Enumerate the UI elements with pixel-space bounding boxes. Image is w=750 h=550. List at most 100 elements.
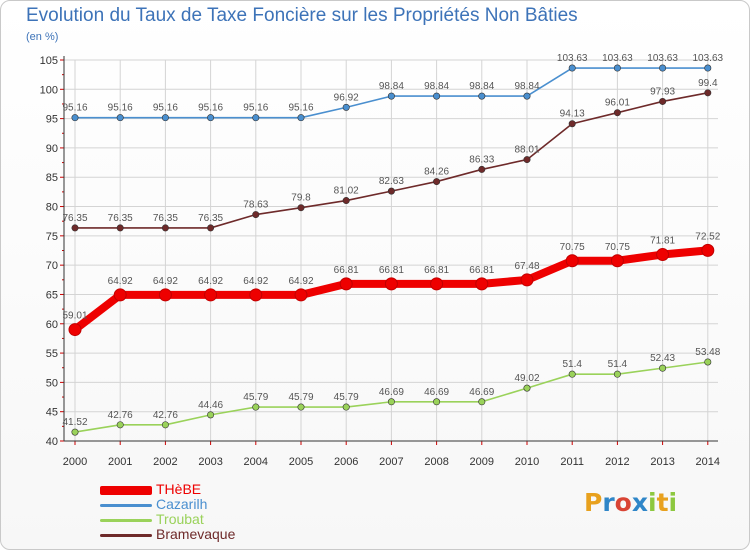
point-cazarilh	[523, 92, 531, 100]
data-label-th-be: 66.81	[424, 265, 449, 276]
data-label-cazarilh: 98.84	[514, 81, 539, 92]
data-label-bramevaque: 76.35	[108, 213, 133, 224]
point-bramevaque	[161, 224, 169, 232]
x-tick-label: 2009	[470, 456, 494, 468]
point-troubat	[433, 398, 441, 406]
x-tick-label: 2012	[605, 456, 629, 468]
point-troubat	[297, 403, 305, 411]
data-label-th-be: 64.92	[153, 276, 178, 287]
point-troubat	[116, 421, 124, 429]
logo-letter: P	[584, 488, 603, 517]
point-cazarilh	[297, 114, 305, 122]
point-cazarilh	[161, 114, 169, 122]
point-th-be	[158, 288, 172, 302]
point-th-be	[339, 277, 353, 291]
y-tick-label: 105	[40, 55, 58, 67]
data-label-cazarilh: 103.63	[557, 53, 588, 64]
legend-swatch	[100, 534, 152, 537]
x-tick-label: 2006	[334, 456, 358, 468]
data-label-th-be: 66.81	[469, 265, 494, 276]
axes: 40 45 50 55 60 65 70 75 80 85 90 95 100 105 2000 2001 20…	[40, 55, 720, 468]
point-cazarilh	[704, 64, 712, 72]
data-label-troubat: 45.79	[334, 392, 359, 403]
grid-lines	[64, 59, 718, 442]
data-label-troubat: 53.48	[695, 347, 720, 358]
data-label-bramevaque: 76.35	[62, 213, 87, 224]
legend-label: Troubat	[156, 511, 204, 527]
point-troubat	[568, 370, 576, 378]
x-tick-label: 2013	[650, 456, 674, 468]
y-tick-label: 55	[46, 348, 58, 360]
point-cazarilh	[207, 114, 215, 122]
legend-label: Cazarilh	[156, 496, 208, 512]
series-lines	[68, 64, 715, 436]
point-cazarilh	[116, 114, 124, 122]
point-bramevaque	[116, 224, 124, 232]
point-bramevaque	[387, 187, 395, 195]
data-label-th-be: 64.92	[198, 276, 223, 287]
data-label-bramevaque: 99.4	[698, 78, 718, 89]
data-label-cazarilh: 103.63	[693, 53, 724, 64]
proxiti-logo: Proxiti	[584, 488, 677, 517]
data-label-bramevaque: 84.26	[424, 167, 449, 178]
data-labels: 59.01 64.92 64.92 64.92 64.92 64.92 66.81 66.81…	[62, 53, 723, 428]
data-label-bramevaque: 97.93	[650, 86, 675, 97]
data-label-cazarilh: 95.16	[243, 103, 268, 114]
data-label-bramevaque: 79.8	[291, 193, 311, 204]
y-tick-label: 50	[46, 377, 58, 389]
point-bramevaque	[523, 156, 531, 164]
point-th-be	[249, 288, 263, 302]
data-label-bramevaque: 81.02	[334, 186, 359, 197]
y-tick-label: 75	[46, 231, 58, 243]
point-troubat	[161, 421, 169, 429]
data-label-cazarilh: 96.92	[334, 92, 359, 103]
point-bramevaque	[659, 97, 667, 105]
point-bramevaque	[478, 165, 486, 173]
legend-swatch	[100, 519, 152, 522]
data-label-cazarilh: 103.63	[602, 53, 633, 64]
point-troubat	[252, 403, 260, 411]
data-label-th-be: 59.01	[62, 311, 87, 322]
x-tick-label: 2004	[244, 456, 268, 468]
point-th-be	[565, 254, 579, 268]
data-label-troubat: 42.76	[153, 410, 178, 421]
data-label-cazarilh: 98.84	[379, 81, 404, 92]
logo-letter: x	[631, 488, 648, 517]
point-troubat	[342, 403, 350, 411]
point-bramevaque	[297, 204, 305, 212]
point-bramevaque	[252, 211, 260, 219]
data-label-bramevaque: 76.35	[198, 213, 223, 224]
point-cazarilh	[252, 114, 260, 122]
y-tick-label: 60	[46, 319, 58, 331]
data-label-th-be: 71.81	[650, 236, 675, 247]
y-axis-unit-label: (en %)	[26, 31, 59, 43]
data-label-cazarilh: 103.63	[647, 53, 678, 64]
x-tick-label: 2011	[560, 456, 584, 468]
data-label-cazarilh: 95.16	[62, 103, 87, 114]
x-tick-label: 2000	[63, 456, 87, 468]
point-troubat	[478, 398, 486, 406]
point-bramevaque	[568, 120, 576, 128]
point-th-be	[475, 277, 489, 291]
point-bramevaque	[342, 197, 350, 205]
data-label-troubat: 41.52	[62, 417, 87, 428]
point-th-be	[113, 288, 127, 302]
x-tick-label: 2014	[696, 456, 720, 468]
data-label-th-be: 66.81	[379, 265, 404, 276]
data-label-th-be: 70.75	[605, 242, 630, 253]
y-tick-label: 40	[46, 436, 58, 448]
logo-letter: i	[648, 488, 657, 517]
point-th-be	[204, 288, 218, 302]
point-troubat	[387, 398, 395, 406]
logo-letter: t	[656, 488, 669, 517]
logo-letter: i	[668, 488, 678, 517]
y-tick-label: 90	[46, 143, 58, 155]
x-tick-label: 2003	[198, 456, 222, 468]
data-label-th-be: 70.75	[560, 242, 585, 253]
data-label-th-be: 67.48	[514, 261, 539, 272]
data-label-bramevaque: 94.13	[560, 109, 585, 120]
data-label-cazarilh: 95.16	[108, 103, 133, 114]
data-label-troubat: 42.76	[108, 410, 133, 421]
data-label-bramevaque: 76.35	[153, 213, 178, 224]
